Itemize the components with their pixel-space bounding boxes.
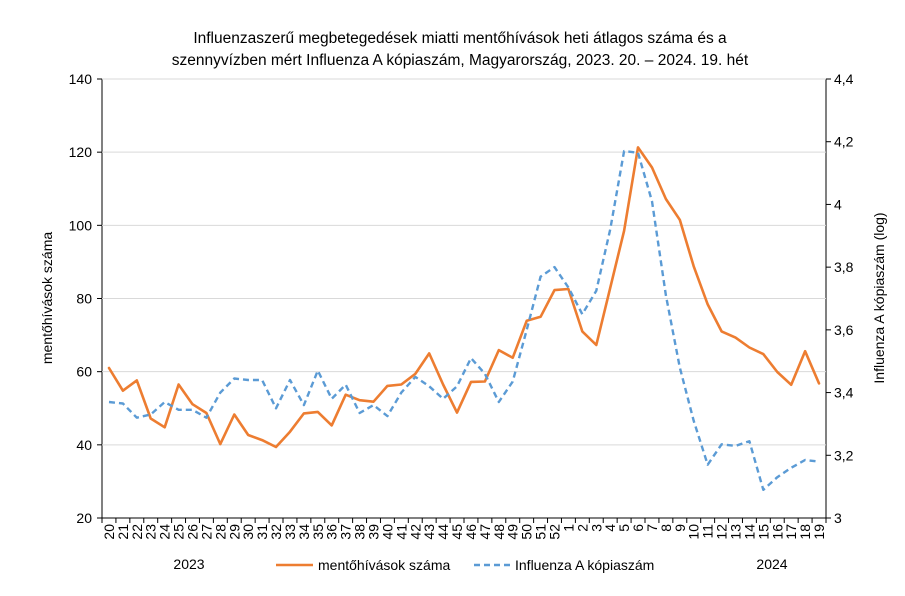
- x-tick-label: 6: [630, 524, 646, 532]
- x-tick-label: 51: [533, 524, 549, 540]
- x-tick-label: 52: [547, 524, 563, 540]
- x-tick-label: 22: [129, 524, 145, 540]
- x-tick-label: 21: [115, 524, 131, 540]
- x-tick-label: 46: [463, 524, 479, 540]
- x-tick-label: 19: [811, 524, 827, 540]
- year-label-2024: 2024: [756, 556, 787, 572]
- series-line-influenza-a: [108, 149, 820, 491]
- right-tick-label: 3,4: [834, 385, 854, 401]
- x-tick-label: 8: [658, 524, 674, 532]
- x-tick-label: 3: [588, 524, 604, 532]
- x-tick-label: 25: [171, 524, 187, 540]
- x-tick-label: 34: [296, 524, 312, 540]
- right-tick-label: 3,8: [834, 259, 854, 275]
- x-tick-label: 36: [324, 524, 340, 540]
- x-tick-label: 38: [352, 524, 368, 540]
- chart-title-line-2: szennyvízben mért Influenza A kópiaszám,…: [172, 52, 749, 69]
- right-tick-label: 4,2: [834, 134, 854, 150]
- legend-label-ambulance: mentőhívások száma: [318, 557, 450, 573]
- x-tick-label: 47: [477, 524, 493, 540]
- x-tick-label: 23: [143, 524, 159, 540]
- x-tick-label: 24: [157, 524, 173, 540]
- right-axis-ticks: 3 3,2 3,4 3,6 3,8 4 4,2 4,4: [826, 71, 854, 526]
- x-tick-label: 11: [700, 524, 716, 539]
- x-tick-label: 20: [101, 524, 117, 540]
- gridlines: [102, 78, 826, 446]
- x-tick-label: 35: [310, 524, 326, 540]
- series-line-ambulance-calls: [107, 146, 821, 449]
- x-tick-label: 45: [449, 524, 465, 540]
- left-tick-label: 120: [69, 144, 93, 160]
- x-tick-label: 41: [393, 524, 409, 540]
- left-tick-label: 140: [69, 71, 93, 87]
- left-tick-label: 20: [76, 510, 92, 526]
- right-tick-label: 3: [834, 510, 842, 526]
- x-tick-label: 1: [560, 524, 576, 532]
- x-tick-label: 18: [797, 524, 813, 540]
- chart-title-line-1: Influenzaszerű megbetegedések miatti men…: [193, 30, 727, 47]
- series-layer: [107, 146, 821, 491]
- x-tick-label: 30: [240, 524, 256, 540]
- x-tick-label: 12: [714, 524, 730, 540]
- x-tick-label: 5: [616, 524, 632, 532]
- x-tick-label: 17: [783, 524, 799, 540]
- x-tick-label: 49: [505, 524, 521, 540]
- left-tick-label: 40: [76, 437, 92, 453]
- x-tick-label: 9: [672, 524, 688, 532]
- left-axis-ticks: 20 40 60 80 100 120 140: [69, 71, 102, 526]
- x-tick-label: 29: [226, 524, 242, 540]
- y2-axis-label: Influenza A kópiaszám (log): [871, 212, 887, 383]
- x-tick-label: 28: [212, 524, 228, 540]
- x-tick-label: 13: [728, 524, 744, 540]
- x-tick-label: 33: [282, 524, 298, 540]
- x-tick-label: 43: [421, 524, 437, 540]
- left-tick-label: 100: [69, 217, 93, 233]
- right-tick-label: 3,2: [834, 447, 854, 463]
- legend-label-influenza: Influenza A kópiaszám: [515, 557, 654, 573]
- legend: mentőhívások száma Influenza A kópiaszám: [276, 557, 654, 573]
- left-tick-label: 80: [76, 291, 92, 307]
- x-tick-label: 7: [644, 524, 660, 532]
- x-tick-label: 10: [686, 524, 702, 540]
- x-tick-label: 44: [435, 524, 451, 540]
- x-tick-label: 15: [755, 524, 771, 540]
- x-axis-ticks: 2021222324252627282930313233343536373839…: [101, 518, 827, 540]
- x-tick-label: 39: [366, 524, 382, 540]
- right-tick-label: 3,6: [834, 322, 854, 338]
- right-tick-label: 4,4: [834, 71, 854, 87]
- x-tick-label: 2: [574, 524, 590, 532]
- right-tick-label: 4: [834, 196, 842, 212]
- x-tick-label: 31: [254, 524, 270, 540]
- x-tick-label: 42: [407, 524, 423, 540]
- x-tick-label: 16: [769, 524, 785, 540]
- y-axis-label: mentőhívások száma: [39, 232, 55, 364]
- x-tick-label: 32: [268, 524, 284, 540]
- x-tick-label: 40: [379, 524, 395, 540]
- x-tick-label: 48: [491, 524, 507, 540]
- x-tick-label: 27: [198, 524, 214, 540]
- x-tick-label: 26: [185, 524, 201, 540]
- x-tick-label: 37: [338, 524, 354, 540]
- left-tick-label: 60: [76, 364, 92, 380]
- x-tick-label: 50: [519, 524, 535, 540]
- x-tick-label: 4: [602, 524, 618, 532]
- year-label-2023: 2023: [173, 556, 204, 572]
- x-tick-label: 14: [741, 524, 757, 540]
